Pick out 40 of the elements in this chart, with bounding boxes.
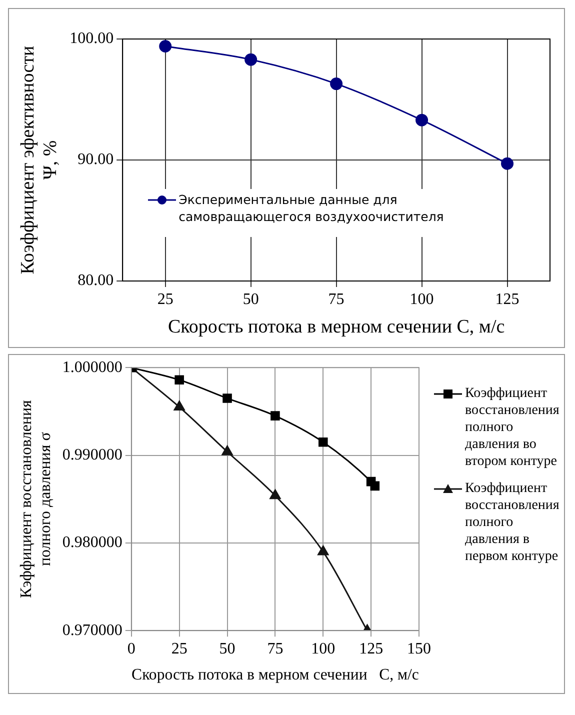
y-tick-label: 90.00 xyxy=(78,151,114,168)
x-axis-title: Скорость потока в мерном сечении С, м/с xyxy=(168,316,505,338)
x-tick-label: 25 xyxy=(157,290,174,308)
point xyxy=(318,545,329,556)
x-tick-label: 125 xyxy=(495,290,520,308)
point xyxy=(416,114,428,126)
x-tick-label: 50 xyxy=(219,640,236,658)
point xyxy=(159,40,172,53)
point xyxy=(330,78,343,90)
point xyxy=(244,53,258,66)
y-tick-label: 0.980000 xyxy=(62,534,122,552)
x-tick-label: 25 xyxy=(171,640,188,658)
point xyxy=(270,411,280,420)
y-axis-title: Коэффициент эфективности Ψ, % xyxy=(17,46,62,274)
x-tick-label: 100 xyxy=(410,290,434,308)
legend-label: Экспериментальные данные для самовращающегося воздухоочистителя xyxy=(178,191,445,226)
point xyxy=(174,400,185,411)
x-tick-label: 75 xyxy=(328,290,344,308)
y-tick-label: 100.00 xyxy=(70,30,114,48)
x-tick-label: 50 xyxy=(242,290,259,308)
x-tick-label: 100 xyxy=(311,640,336,658)
point xyxy=(318,437,328,447)
y-axis-title: Кэффициент восстановления полного давления σ xyxy=(18,399,54,598)
x-tick-label: 75 xyxy=(267,640,284,658)
y-tick-label: 80.00 xyxy=(78,272,114,290)
y-tick-label: 1.000000 xyxy=(62,358,122,376)
legend-label: Коэффициент восстановления полного давления во втором контуре xyxy=(465,385,560,470)
point xyxy=(174,375,184,385)
x-tick-label: 150 xyxy=(407,640,431,658)
x-tick-label: 0 xyxy=(127,640,136,658)
y-tick-label: 0.970000 xyxy=(62,622,122,639)
x-axis-title: Скорость потока в мерном сечении С, м/с xyxy=(132,666,419,684)
point xyxy=(222,394,232,403)
legend-label: Коэффициент восстановления полного давления в первом контуре xyxy=(465,480,560,565)
y-tick-label: 0.990000 xyxy=(62,446,122,464)
x-tick-label: 125 xyxy=(359,640,384,658)
point xyxy=(501,157,514,170)
point xyxy=(270,489,281,500)
point xyxy=(222,446,233,456)
point xyxy=(370,481,380,491)
